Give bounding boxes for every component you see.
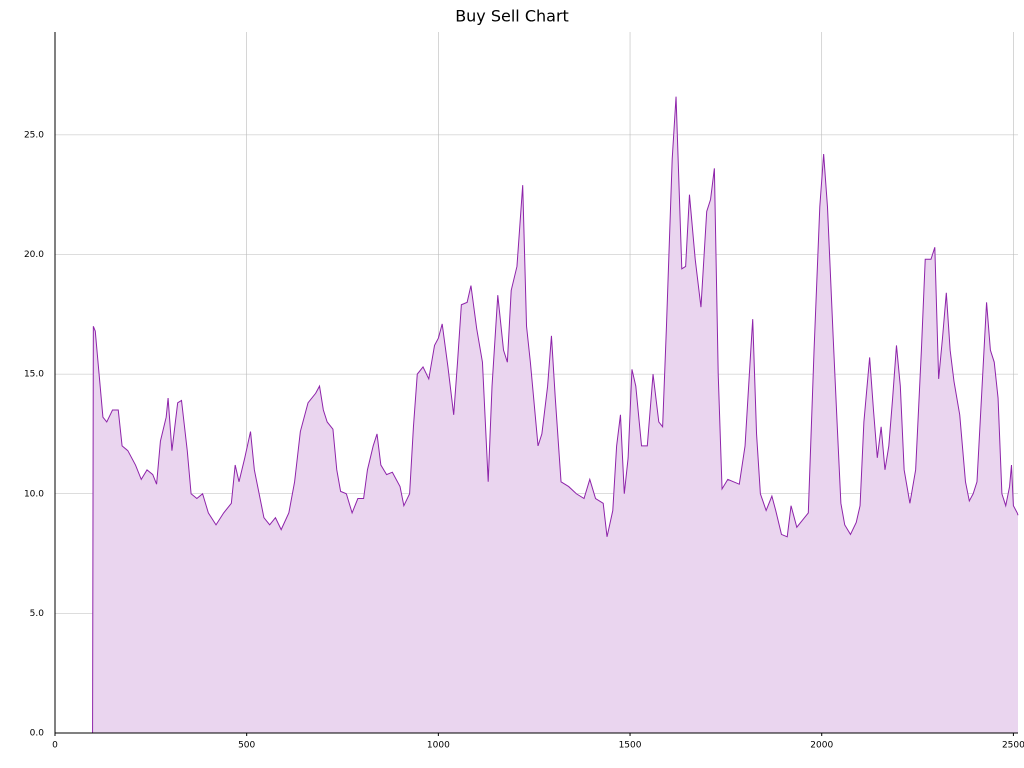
x-tick-label: 1500 [619,741,642,751]
x-tick-label: 1000 [427,741,450,751]
area-fill [55,96,1018,733]
chart-title: Buy Sell Chart [455,7,569,26]
y-tick-label: 5.0 [30,609,45,619]
y-tick-label: 20.0 [24,250,44,260]
x-tick-label: 0 [52,741,58,751]
x-tick-label: 2500 [1002,741,1024,751]
area-line [55,96,1019,734]
y-tick-label: 15.0 [24,370,44,380]
x-tick-label: 500 [238,741,255,751]
y-tick-label: 25.0 [24,130,44,140]
x-tick-label: 2000 [810,741,833,751]
y-tick-label: 0.0 [30,729,45,739]
y-tick-label: 10.0 [24,489,44,499]
